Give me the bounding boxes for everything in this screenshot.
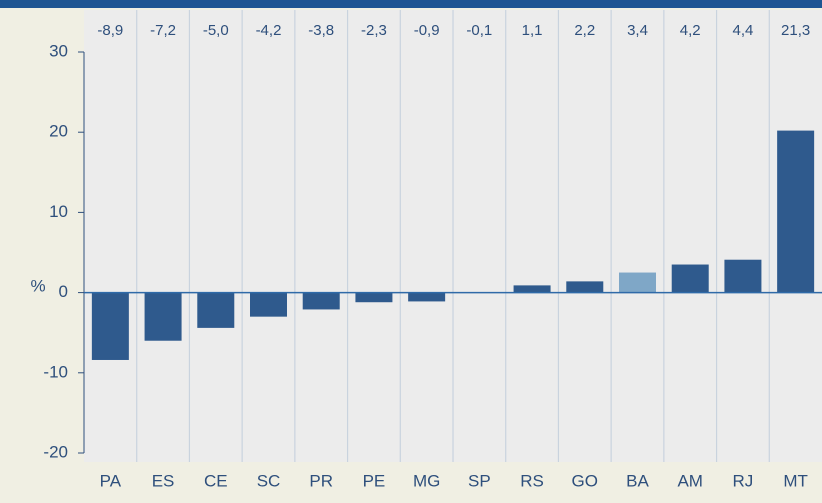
x-tick-label: PA (100, 471, 122, 490)
bar (355, 292, 393, 303)
y-axis-label: % (30, 276, 45, 295)
bar (566, 281, 604, 293)
x-tick-label: RS (520, 471, 544, 490)
annotation: 4,2 (680, 22, 701, 39)
annotation: -5,0 (203, 22, 229, 39)
bar (619, 272, 656, 293)
annotation: -7,2 (150, 22, 176, 39)
annotation: -3,8 (308, 22, 334, 39)
bar (197, 292, 235, 328)
bar (777, 130, 815, 293)
x-tick-label: MT (783, 471, 808, 490)
bar (144, 292, 182, 341)
annotation: 21,3 (781, 22, 810, 39)
y-tick-label: 10 (49, 202, 68, 221)
annotation: -0,9 (414, 22, 440, 39)
x-tick-label: GO (572, 471, 598, 490)
x-tick-label: PR (309, 471, 333, 490)
bar (302, 292, 340, 310)
bar (724, 259, 762, 293)
y-tick-label: -20 (43, 442, 68, 461)
y-tick-label: -10 (43, 362, 68, 381)
x-tick-label: SP (468, 471, 491, 490)
y-tick-label: 20 (49, 122, 68, 141)
x-tick-label: BA (626, 471, 649, 490)
x-tick-label: MG (413, 471, 440, 490)
annotation: 3,4 (627, 22, 648, 39)
annotation: 4,4 (732, 22, 753, 39)
y-tick-label: 0 (59, 282, 68, 301)
x-tick-label: RJ (733, 471, 754, 490)
annotation: -0,1 (466, 22, 492, 39)
annotation: 2,2 (574, 22, 595, 39)
bar (513, 285, 551, 293)
x-tick-label: SC (257, 471, 281, 490)
annotation: -8,9 (97, 22, 123, 39)
x-tick-label: ES (152, 471, 175, 490)
bar (408, 292, 446, 302)
top-rule (0, 0, 822, 8)
bar (91, 292, 129, 360)
x-tick-label: AM (677, 471, 703, 490)
x-tick-label: PE (363, 471, 386, 490)
annotation: -2,3 (361, 22, 387, 39)
y-tick-label: 30 (49, 41, 68, 60)
annotation: -4,2 (256, 22, 282, 39)
bar (671, 264, 709, 293)
bar (250, 292, 287, 317)
x-tick-label: CE (204, 471, 228, 490)
annotation: 1,1 (522, 22, 543, 39)
